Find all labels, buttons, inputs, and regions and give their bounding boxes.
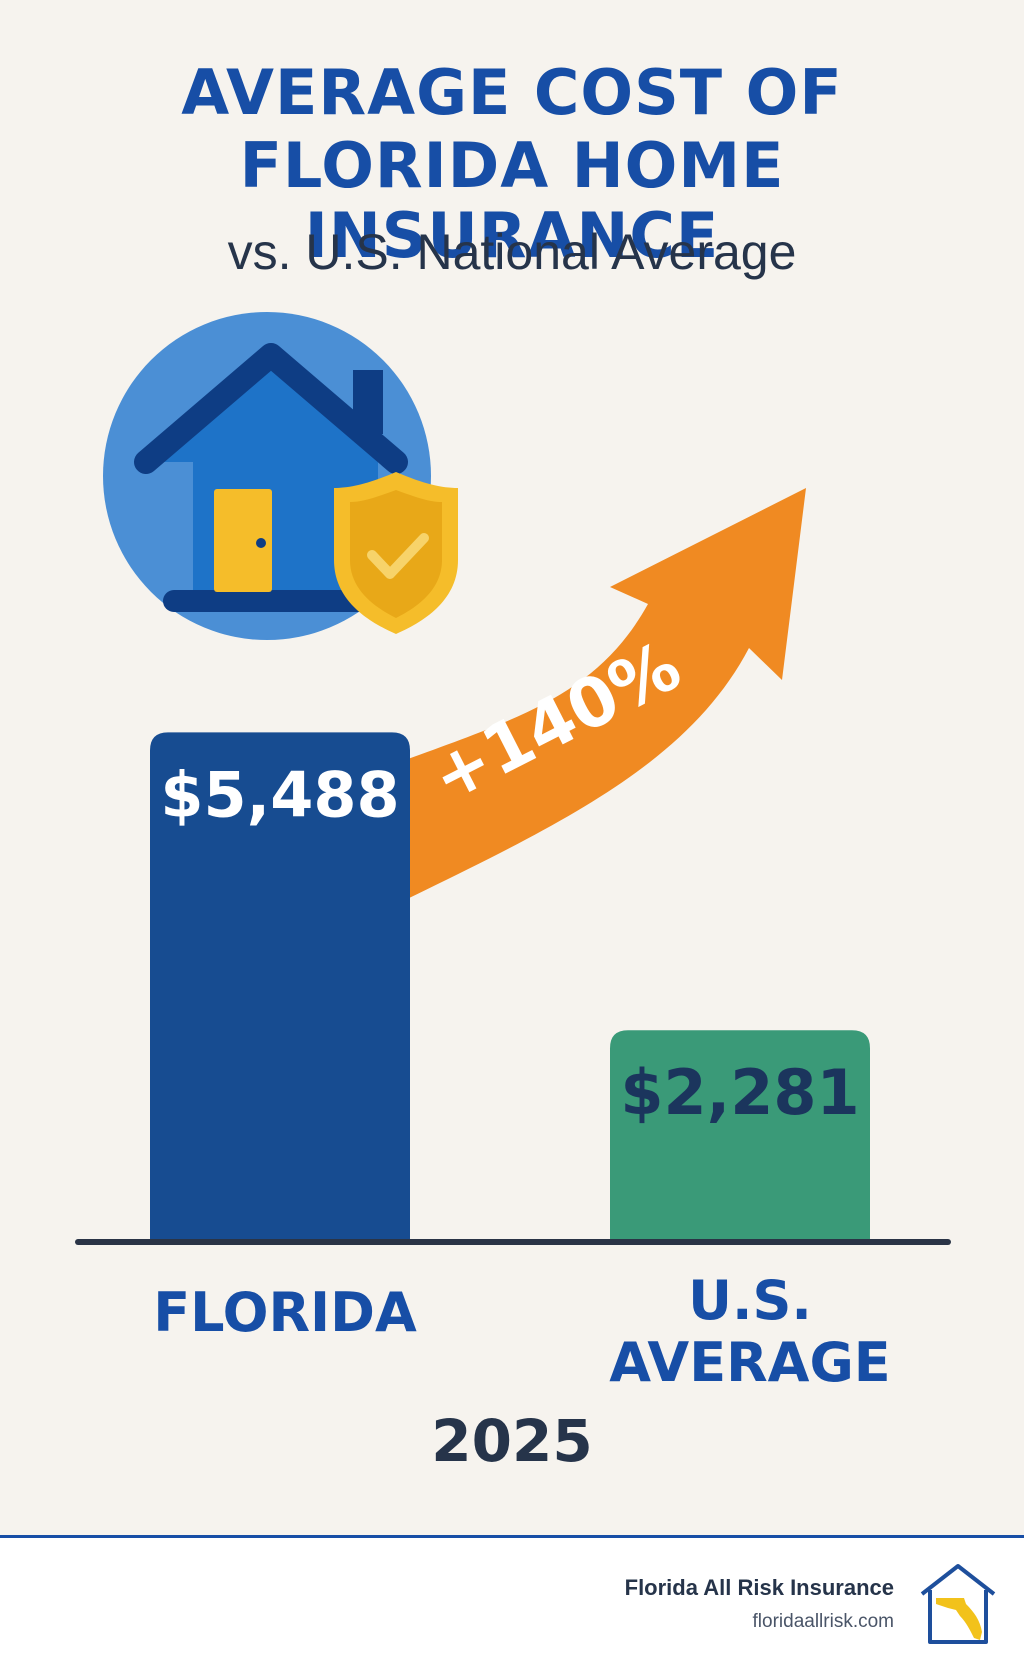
year-label: 2025 (431, 1407, 593, 1475)
brand-name: Florida All Risk Insurance (624, 1575, 894, 1600)
chart-title-line-1: AVERAGE COST OF (181, 56, 843, 129)
category-label-florida: FLORIDA (153, 1281, 417, 1344)
footer: Florida All Risk Insurance floridaallris… (0, 1535, 1024, 1669)
bar-us-average (610, 1030, 870, 1242)
chart-subtitle: vs. U.S. National Average (227, 224, 797, 280)
bar-florida (150, 732, 410, 1242)
value-label-us-average: $2,281 (620, 1056, 859, 1129)
florida-house-logo-icon (920, 1564, 996, 1644)
category-label-us-average: U.S. AVERAGE (609, 1269, 891, 1394)
value-label-florida: $5,488 (160, 758, 399, 831)
chart-title-line-2: FLORIDA HOME INSURANCE (239, 129, 785, 272)
house-shield-icon (103, 312, 458, 640)
brand-url: floridaallrisk.com (752, 1611, 894, 1632)
growth-arrow (405, 488, 806, 900)
bar-chart: $5,488$2,281 +140% (75, 312, 951, 1245)
